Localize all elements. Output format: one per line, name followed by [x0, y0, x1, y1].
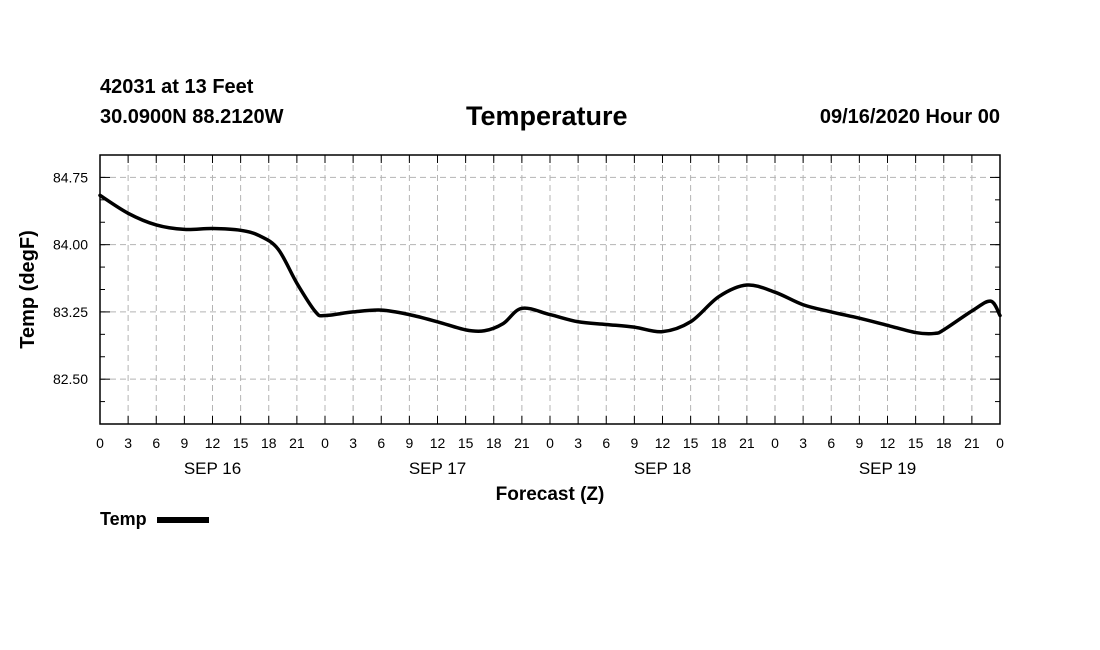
x-tick-label: 21 — [289, 435, 305, 451]
legend: Temp — [100, 509, 209, 530]
legend-swatch — [156, 516, 209, 523]
x-tick-label: 12 — [205, 435, 221, 451]
x-tick-label: 0 — [546, 435, 554, 451]
x-tick-label: 18 — [936, 435, 952, 451]
station-name: 42031 at 13 Feet — [100, 76, 254, 98]
x-tick-label: 3 — [574, 435, 582, 451]
x-tick-label: 6 — [377, 435, 385, 451]
x-axis-title: Forecast (Z) — [496, 484, 605, 505]
y-tick-label: 84.00 — [53, 237, 88, 253]
day-label: SEP 19 — [859, 459, 916, 478]
x-tick-label: 12 — [655, 435, 671, 451]
x-tick-label: 6 — [602, 435, 610, 451]
x-tick-label: 12 — [430, 435, 446, 451]
x-tick-label: 9 — [405, 435, 413, 451]
chart-title: Temperature — [466, 101, 628, 131]
forecast-datetime: 09/16/2020 Hour 00 — [819, 106, 1000, 128]
x-tick-label: 0 — [321, 435, 329, 451]
x-tick-label: 3 — [349, 435, 357, 451]
x-tick-label: 3 — [124, 435, 132, 451]
x-tick-label: 0 — [96, 435, 104, 451]
x-tick-label: 15 — [908, 435, 924, 451]
x-tick-label: 21 — [964, 435, 980, 451]
y-tick-label: 82.50 — [53, 371, 88, 387]
x-tick-label: 15 — [683, 435, 699, 451]
temp-series-line — [98, 193, 1002, 336]
x-tick-label: 21 — [739, 435, 755, 451]
y-tick-label: 84.75 — [53, 169, 88, 185]
x-tick-label: 18 — [261, 435, 277, 451]
station-coordinates: 30.0900N 88.2120W — [100, 106, 284, 128]
y-axis-title: Temp (degF) — [17, 230, 39, 349]
x-tick-label: 15 — [458, 435, 474, 451]
x-tick-label: 18 — [711, 435, 727, 451]
x-tick-label: 21 — [514, 435, 530, 451]
x-tick-label: 18 — [486, 435, 502, 451]
legend-label: Temp — [100, 509, 147, 529]
x-tick-label: 9 — [855, 435, 863, 451]
x-tick-label: 12 — [880, 435, 896, 451]
x-tick-label: 6 — [827, 435, 835, 451]
day-label: SEP 18 — [634, 459, 691, 478]
plot-frame — [99, 154, 1001, 425]
x-tick-label: 3 — [799, 435, 807, 451]
y-tick-label: 83.25 — [53, 304, 88, 320]
day-label: SEP 16 — [184, 459, 241, 478]
x-tick-label: 15 — [233, 435, 249, 451]
x-tick-label: 6 — [152, 435, 160, 451]
x-tick-label: 9 — [630, 435, 638, 451]
x-tick-label: 9 — [180, 435, 188, 451]
x-tick-label: 0 — [996, 435, 1004, 451]
x-tick-label: 0 — [771, 435, 779, 451]
day-label: SEP 17 — [409, 459, 466, 478]
